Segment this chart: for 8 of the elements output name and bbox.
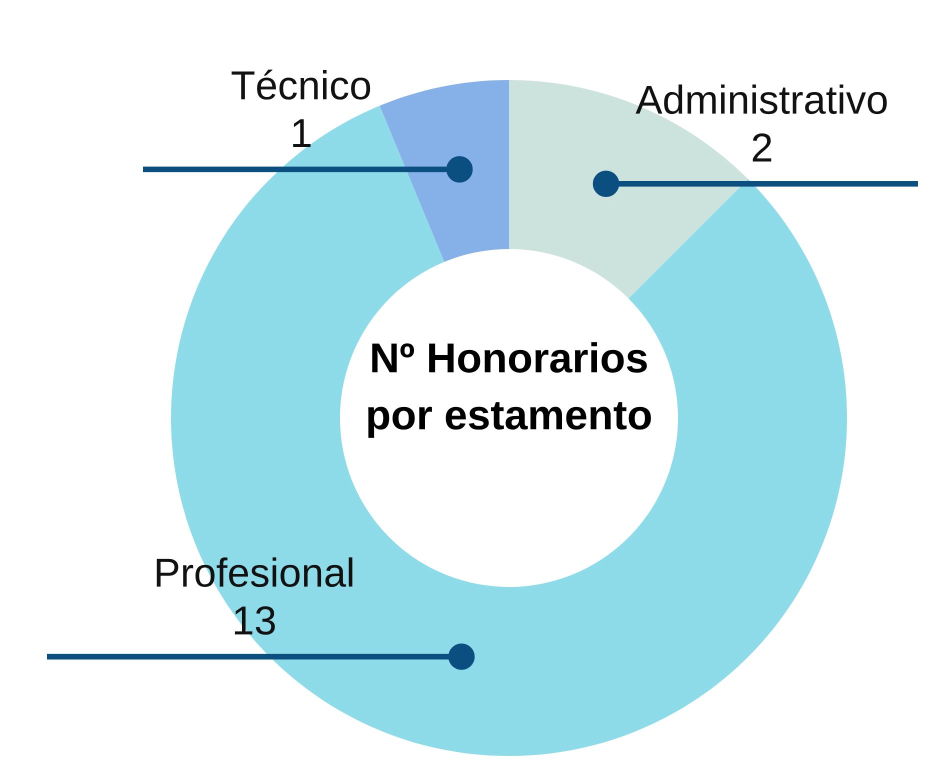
slice-label: Administrativo <box>636 84 887 114</box>
data-label: 2 <box>752 133 772 162</box>
data-label: 13 <box>234 606 275 635</box>
slice-label: Técnico <box>232 70 370 100</box>
donut-slice <box>380 80 509 262</box>
slice-label: Profesional <box>156 557 352 587</box>
text: Nº Honorarios por estamento <box>368 342 651 438</box>
data-label: 1 <box>293 119 311 148</box>
